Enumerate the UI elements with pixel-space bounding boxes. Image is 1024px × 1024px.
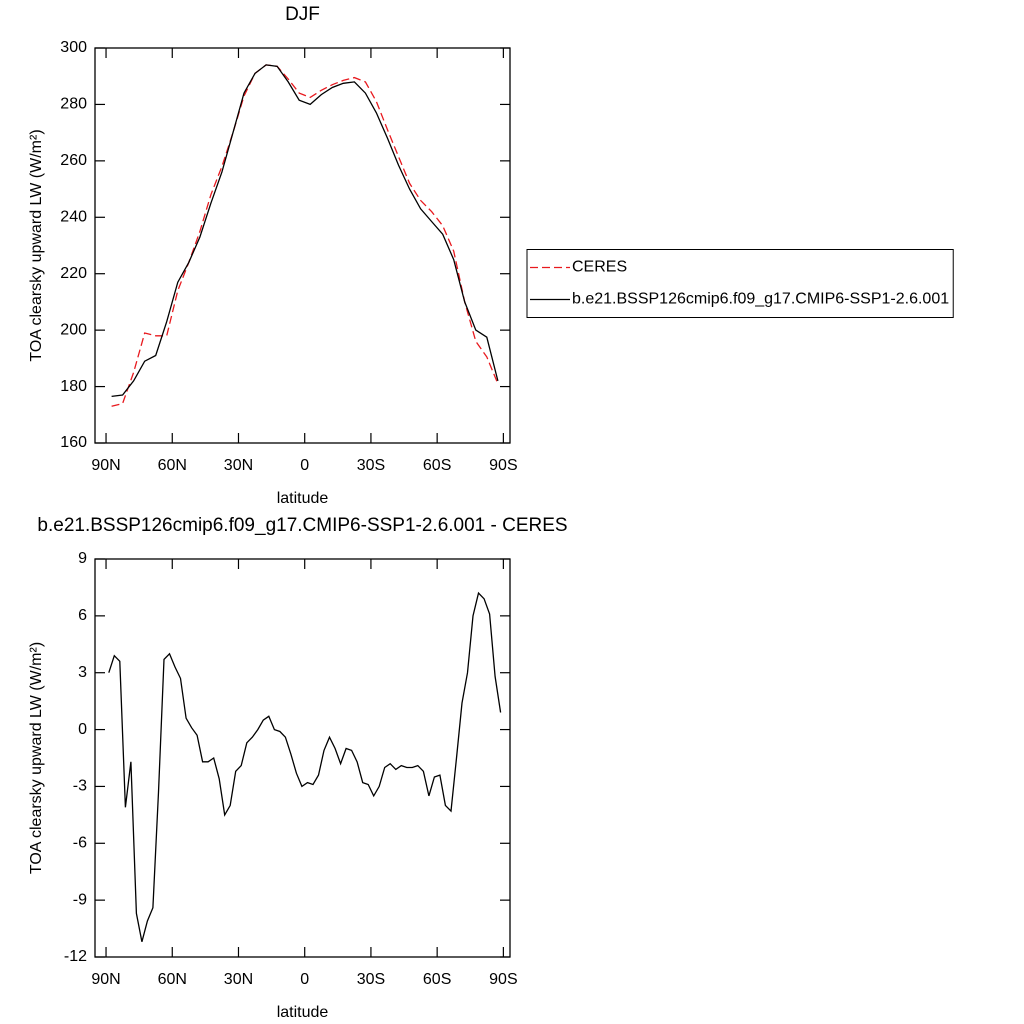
y-tick-label: 260	[60, 152, 87, 169]
x-tick-label: 0	[300, 971, 309, 988]
y-tick-label: -3	[73, 778, 87, 795]
y-axis-label: TOA clearsky upward LW (W/m²)	[28, 642, 45, 874]
data-line	[108, 591, 502, 942]
legend-box	[526, 249, 954, 318]
y-axis-label: TOA clearsky upward LW (W/m²)	[28, 129, 45, 361]
y-tick-label: 160	[60, 434, 87, 451]
y-tick-label: 240	[60, 209, 87, 226]
x-tick-label: 90S	[489, 457, 517, 474]
y-tick-label: 9	[78, 550, 87, 567]
x-tick-label: 90N	[91, 457, 120, 474]
y-tick-label: 300	[60, 39, 87, 56]
y-tick-label: 3	[78, 664, 87, 681]
y-tick-label: 0	[78, 721, 87, 738]
data-line	[111, 64, 499, 398]
x-tick-label: 60N	[158, 971, 187, 988]
x-tick-label: 30S	[357, 971, 385, 988]
y-tick-label: 180	[60, 378, 87, 395]
y-tick-label: -12	[64, 948, 87, 965]
y-tick-label: 200	[60, 321, 87, 338]
x-tick-label: 60S	[423, 457, 451, 474]
x-tick-label: 90N	[91, 971, 120, 988]
chart-title: b.e21.BSSP126cmip6.f09_g17.CMIP6-SSP1-2.…	[37, 515, 567, 536]
x-axis-label: latitude	[277, 490, 329, 507]
y-tick-label: -9	[73, 891, 87, 908]
chart-title: DJF	[285, 4, 320, 25]
x-tick-label: 60S	[423, 971, 451, 988]
legend: CERES b.e21.BSSP126cmip6.f09_g17.CMIP6-SS…	[526, 249, 954, 318]
plot-frame	[94, 558, 511, 958]
x-axis-label: latitude	[277, 1004, 329, 1021]
plot-frame	[94, 47, 511, 444]
legend-label: b.e21.BSSP126cmip6.f09_g17.CMIP6-SSP1-2.…	[572, 291, 949, 308]
x-tick-label: 30S	[357, 457, 385, 474]
y-tick-label: 6	[78, 607, 87, 624]
x-tick-label: 60N	[158, 457, 187, 474]
x-tick-label: 30N	[224, 457, 253, 474]
legend-label: CERES	[572, 259, 627, 276]
y-tick-label: 280	[60, 96, 87, 113]
x-tick-label: 0	[300, 457, 309, 474]
x-tick-label: 90S	[489, 971, 517, 988]
y-tick-label: 220	[60, 265, 87, 282]
y-tick-label: -6	[73, 835, 87, 852]
data-line	[111, 64, 499, 407]
x-tick-label: 30N	[224, 971, 253, 988]
